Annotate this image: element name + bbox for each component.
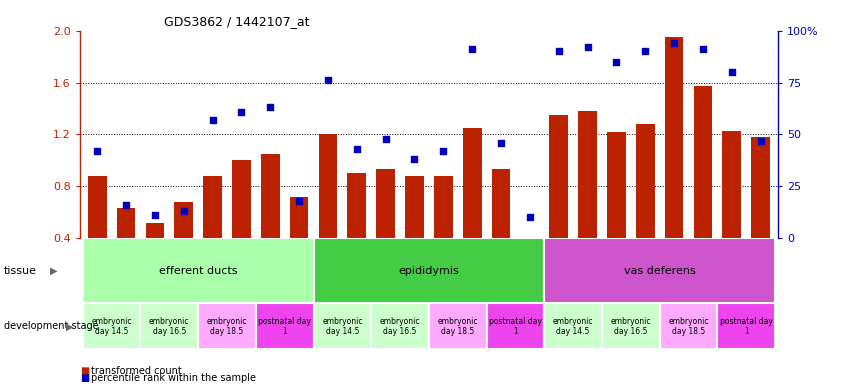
Bar	[487, 303, 544, 349]
Text: vas deferens: vas deferens	[624, 266, 696, 276]
Bar	[174, 202, 193, 290]
Bar	[82, 238, 314, 303]
Bar	[319, 134, 337, 290]
Bar	[140, 303, 198, 349]
Bar	[145, 222, 164, 290]
Bar	[376, 169, 395, 290]
Point	[436, 148, 450, 154]
Point	[523, 214, 537, 220]
Text: ■: ■	[80, 366, 89, 376]
Bar	[371, 303, 429, 349]
Point	[725, 69, 738, 75]
Point	[408, 156, 421, 162]
Bar	[636, 124, 654, 290]
Bar	[544, 303, 602, 349]
Point	[91, 148, 104, 154]
Bar	[602, 303, 659, 349]
Text: embryonic
day 18.5: embryonic day 18.5	[207, 317, 247, 336]
Text: ▶: ▶	[50, 266, 58, 276]
Point	[581, 44, 595, 50]
Bar	[314, 238, 544, 303]
Point	[119, 202, 133, 208]
Point	[235, 109, 248, 115]
Bar	[664, 37, 684, 290]
Text: embryonic
day 16.5: embryonic day 16.5	[149, 317, 189, 336]
Bar	[544, 238, 775, 303]
Text: embryonic
day 16.5: embryonic day 16.5	[380, 317, 420, 336]
Bar	[429, 303, 487, 349]
Point	[321, 78, 335, 84]
Bar	[290, 197, 309, 290]
Bar	[204, 176, 222, 290]
Point	[379, 136, 393, 142]
Bar	[314, 303, 371, 349]
Point	[696, 46, 710, 53]
Text: embryonic
day 14.5: embryonic day 14.5	[322, 317, 362, 336]
Bar	[82, 303, 140, 349]
Point	[293, 198, 306, 204]
Text: epididymis: epididymis	[399, 266, 459, 276]
Text: transformed count: transformed count	[91, 366, 182, 376]
Text: embryonic
day 16.5: embryonic day 16.5	[611, 317, 651, 336]
Bar	[549, 115, 568, 290]
Text: postnatal day
1: postnatal day 1	[720, 317, 773, 336]
Point	[638, 48, 652, 55]
Bar	[607, 132, 626, 290]
Bar	[659, 303, 717, 349]
Bar	[751, 137, 770, 290]
Text: ■: ■	[80, 373, 89, 383]
Bar	[405, 176, 424, 290]
Bar	[578, 111, 597, 290]
Text: embryonic
day 18.5: embryonic day 18.5	[669, 317, 709, 336]
Point	[350, 146, 363, 152]
Point	[148, 212, 161, 218]
Text: postnatal day
1: postnatal day 1	[489, 317, 542, 336]
Point	[206, 117, 220, 123]
Text: postnatal day
1: postnatal day 1	[258, 317, 311, 336]
Text: embryonic
day 14.5: embryonic day 14.5	[553, 317, 594, 336]
Bar	[722, 131, 741, 290]
Text: efferent ducts: efferent ducts	[159, 266, 237, 276]
Text: GDS3862 / 1442107_at: GDS3862 / 1442107_at	[164, 15, 309, 28]
Bar	[347, 173, 366, 290]
Point	[465, 46, 479, 53]
Bar	[463, 128, 482, 290]
Point	[177, 208, 190, 214]
Bar	[717, 303, 775, 349]
Bar	[232, 161, 251, 290]
Point	[610, 59, 623, 65]
Text: percentile rank within the sample: percentile rank within the sample	[91, 373, 256, 383]
Bar	[256, 303, 314, 349]
Point	[495, 140, 508, 146]
Bar	[521, 241, 539, 290]
Bar	[87, 176, 107, 290]
Text: embryonic
day 14.5: embryonic day 14.5	[92, 317, 132, 336]
Text: ▶: ▶	[66, 321, 73, 331]
Point	[552, 48, 565, 55]
Bar	[434, 176, 452, 290]
Point	[668, 40, 681, 46]
Bar	[694, 86, 712, 290]
Text: tissue: tissue	[4, 266, 37, 276]
Text: embryonic
day 18.5: embryonic day 18.5	[437, 317, 478, 336]
Bar	[492, 169, 510, 290]
Point	[754, 137, 767, 144]
Bar	[117, 208, 135, 290]
Bar	[261, 154, 280, 290]
Point	[263, 104, 277, 111]
Bar	[198, 303, 256, 349]
Text: development stage: development stage	[4, 321, 99, 331]
